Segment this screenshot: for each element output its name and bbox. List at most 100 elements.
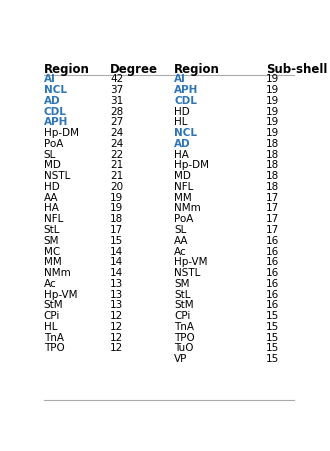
Text: PoA: PoA: [44, 139, 63, 149]
Text: CDL: CDL: [174, 96, 197, 106]
Text: MD: MD: [174, 171, 191, 181]
Text: 20: 20: [110, 182, 123, 192]
Text: 19: 19: [110, 193, 123, 202]
Text: 17: 17: [110, 225, 123, 235]
Text: NMm: NMm: [44, 268, 71, 278]
Text: AA: AA: [44, 193, 58, 202]
Text: NCL: NCL: [44, 85, 67, 95]
Text: 17: 17: [266, 193, 280, 202]
Text: HA: HA: [174, 150, 189, 160]
Text: 13: 13: [110, 290, 123, 299]
Text: 15: 15: [266, 322, 280, 332]
Text: NFL: NFL: [174, 182, 194, 192]
Text: 16: 16: [266, 279, 280, 289]
Text: 13: 13: [110, 300, 123, 310]
Text: 19: 19: [266, 74, 280, 84]
Text: 19: 19: [266, 96, 280, 106]
Text: 42: 42: [110, 74, 123, 84]
Text: NFL: NFL: [44, 214, 63, 224]
Text: StM: StM: [44, 300, 63, 310]
Text: NSTL: NSTL: [174, 268, 201, 278]
Text: 12: 12: [110, 343, 123, 354]
Text: 17: 17: [266, 225, 280, 235]
Text: Degree: Degree: [110, 63, 158, 76]
Text: 22: 22: [110, 150, 123, 160]
Text: AI: AI: [44, 74, 56, 84]
Text: HA: HA: [44, 203, 59, 213]
Text: 17: 17: [266, 203, 280, 213]
Text: MC: MC: [44, 247, 60, 257]
Text: StM: StM: [174, 300, 194, 310]
Text: 19: 19: [266, 128, 280, 138]
Text: 19: 19: [110, 203, 123, 213]
Text: TnA: TnA: [174, 322, 194, 332]
Text: 16: 16: [266, 236, 280, 246]
Text: 27: 27: [110, 117, 123, 127]
Text: 17: 17: [266, 214, 280, 224]
Text: 19: 19: [266, 117, 280, 127]
Text: HL: HL: [174, 117, 188, 127]
Text: 21: 21: [110, 171, 123, 181]
Text: 18: 18: [266, 182, 280, 192]
Text: 18: 18: [266, 161, 280, 170]
Text: 19: 19: [266, 85, 280, 95]
Text: 24: 24: [110, 128, 123, 138]
Text: MM: MM: [44, 257, 62, 267]
Text: NMm: NMm: [174, 203, 201, 213]
Text: AD: AD: [44, 96, 60, 106]
Text: 21: 21: [110, 161, 123, 170]
Text: StL: StL: [174, 290, 191, 299]
Text: TPO: TPO: [44, 343, 65, 354]
Text: CDL: CDL: [44, 106, 67, 116]
Text: SM: SM: [44, 236, 59, 246]
Text: Hp-VM: Hp-VM: [174, 257, 208, 267]
Text: AD: AD: [174, 139, 191, 149]
Text: 12: 12: [110, 333, 123, 343]
Text: 15: 15: [266, 311, 280, 321]
Text: APH: APH: [174, 85, 199, 95]
Text: PoA: PoA: [174, 214, 194, 224]
Text: Ac: Ac: [174, 247, 187, 257]
Text: 15: 15: [110, 236, 123, 246]
Text: 31: 31: [110, 96, 123, 106]
Text: 16: 16: [266, 290, 280, 299]
Text: 15: 15: [266, 333, 280, 343]
Text: 18: 18: [110, 214, 123, 224]
Text: 14: 14: [110, 247, 123, 257]
Text: 14: 14: [110, 257, 123, 267]
Text: 37: 37: [110, 85, 123, 95]
Text: SL: SL: [174, 225, 187, 235]
Text: NSTL: NSTL: [44, 171, 70, 181]
Text: HL: HL: [44, 322, 57, 332]
Text: AI: AI: [174, 74, 186, 84]
Text: 15: 15: [266, 343, 280, 354]
Text: Sub-shell: Sub-shell: [266, 63, 328, 76]
Text: 14: 14: [110, 268, 123, 278]
Text: 16: 16: [266, 257, 280, 267]
Text: NCL: NCL: [174, 128, 197, 138]
Text: HD: HD: [174, 106, 190, 116]
Text: 12: 12: [110, 322, 123, 332]
Text: Ac: Ac: [44, 279, 56, 289]
Text: 13: 13: [110, 279, 123, 289]
Text: Hp-DM: Hp-DM: [174, 161, 209, 170]
Text: 12: 12: [110, 311, 123, 321]
Text: HD: HD: [44, 182, 59, 192]
Text: 28: 28: [110, 106, 123, 116]
Text: MD: MD: [44, 161, 61, 170]
Text: 18: 18: [266, 139, 280, 149]
Text: TPO: TPO: [174, 333, 195, 343]
Text: Hp-VM: Hp-VM: [44, 290, 77, 299]
Text: 15: 15: [266, 354, 280, 364]
Text: 24: 24: [110, 139, 123, 149]
Text: CPi: CPi: [174, 311, 191, 321]
Text: SL: SL: [44, 150, 56, 160]
Text: StL: StL: [44, 225, 60, 235]
Text: TnA: TnA: [44, 333, 64, 343]
Text: 16: 16: [266, 247, 280, 257]
Text: 19: 19: [266, 106, 280, 116]
Text: 18: 18: [266, 150, 280, 160]
Text: 18: 18: [266, 171, 280, 181]
Text: Hp-DM: Hp-DM: [44, 128, 79, 138]
Text: 16: 16: [266, 300, 280, 310]
